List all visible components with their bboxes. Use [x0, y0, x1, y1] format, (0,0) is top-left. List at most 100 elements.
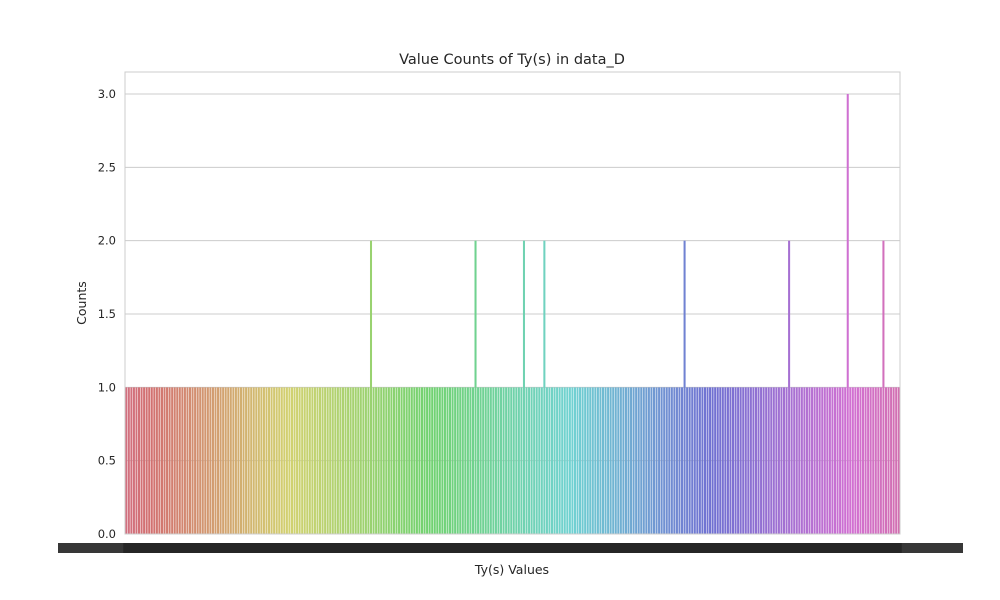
- bar: [780, 387, 783, 534]
- y-tick-label: 1.5: [98, 307, 116, 321]
- bar: [627, 387, 630, 534]
- bar: [290, 387, 293, 534]
- bar: [502, 387, 505, 534]
- bar: [696, 387, 699, 534]
- bar: [380, 387, 383, 534]
- bar: [586, 387, 589, 534]
- bar: [415, 387, 418, 534]
- bar: [500, 387, 503, 534]
- bar: [352, 387, 355, 534]
- bar: [658, 387, 661, 534]
- bar: [306, 387, 309, 534]
- bar: [166, 387, 169, 534]
- bar: [341, 387, 344, 534]
- bar: [864, 387, 867, 534]
- bar: [385, 387, 388, 534]
- y-tick-label: 0.0: [98, 527, 116, 541]
- bar: [321, 387, 324, 534]
- bar: [408, 387, 411, 534]
- bar: [563, 387, 566, 534]
- bar: [571, 387, 574, 534]
- bar: [232, 387, 235, 534]
- bar: [543, 240, 546, 535]
- bar: [239, 387, 243, 534]
- bar: [520, 387, 523, 534]
- bar: [535, 387, 538, 534]
- bar: [494, 387, 497, 534]
- bar: [701, 387, 704, 534]
- bar: [601, 387, 605, 534]
- bar: [252, 387, 255, 534]
- bar: [344, 387, 347, 534]
- bar: [217, 387, 220, 534]
- bar: [143, 387, 146, 534]
- bar: [765, 387, 768, 534]
- bar: [818, 387, 821, 534]
- bar: [737, 387, 740, 534]
- bar: [732, 387, 735, 534]
- bar: [464, 387, 467, 534]
- bar: [688, 387, 691, 534]
- bar: [637, 387, 640, 534]
- bar: [650, 387, 653, 534]
- bar: [375, 387, 378, 534]
- bar: [895, 387, 898, 534]
- bar: [813, 387, 816, 534]
- bar: [367, 387, 370, 534]
- bar: [138, 387, 141, 534]
- bar: [423, 387, 426, 534]
- bar: [785, 387, 788, 534]
- bar: [395, 387, 398, 534]
- bar: [798, 387, 801, 534]
- bar: [441, 387, 444, 534]
- bar: [484, 387, 487, 534]
- bar: [859, 387, 862, 534]
- bar: [663, 387, 666, 534]
- bar: [584, 387, 587, 534]
- bar: [846, 94, 849, 534]
- bar: [693, 387, 696, 534]
- bar: [489, 387, 492, 534]
- bar: [772, 387, 775, 534]
- bar: [545, 387, 548, 534]
- bar: [681, 387, 684, 534]
- bar: [234, 387, 237, 534]
- bar: [451, 387, 454, 534]
- bar: [222, 387, 225, 534]
- bar: [622, 387, 625, 534]
- bar: [454, 387, 457, 534]
- bar: [331, 387, 334, 534]
- bar: [851, 387, 854, 534]
- bar: [288, 387, 291, 534]
- bar: [614, 387, 617, 534]
- bar: [533, 387, 536, 534]
- bar: [183, 387, 186, 534]
- bar: [739, 387, 742, 534]
- bar: [839, 387, 842, 534]
- bar: [752, 387, 755, 534]
- bar: [540, 387, 543, 534]
- bar: [841, 387, 844, 534]
- bar: [762, 387, 765, 534]
- bar: [836, 387, 839, 534]
- bar: [884, 387, 887, 534]
- bar: [632, 387, 635, 534]
- bar: [336, 387, 339, 534]
- bar: [313, 387, 316, 534]
- bar: [173, 387, 176, 534]
- bar: [145, 387, 148, 534]
- bar: [303, 387, 306, 534]
- bar: [668, 387, 671, 534]
- bar: [410, 387, 413, 534]
- bar: [869, 387, 872, 534]
- bar: [471, 387, 475, 534]
- y-tick-label: 0.5: [98, 454, 116, 468]
- bar: [469, 387, 472, 534]
- plot-frame: [124, 71, 901, 535]
- chart-title: Value Counts of Ty(s) in data_D: [399, 52, 625, 68]
- bar: [209, 387, 212, 534]
- bar: [308, 387, 311, 534]
- bar: [811, 387, 814, 534]
- bar: [647, 387, 650, 534]
- bar: [749, 387, 752, 534]
